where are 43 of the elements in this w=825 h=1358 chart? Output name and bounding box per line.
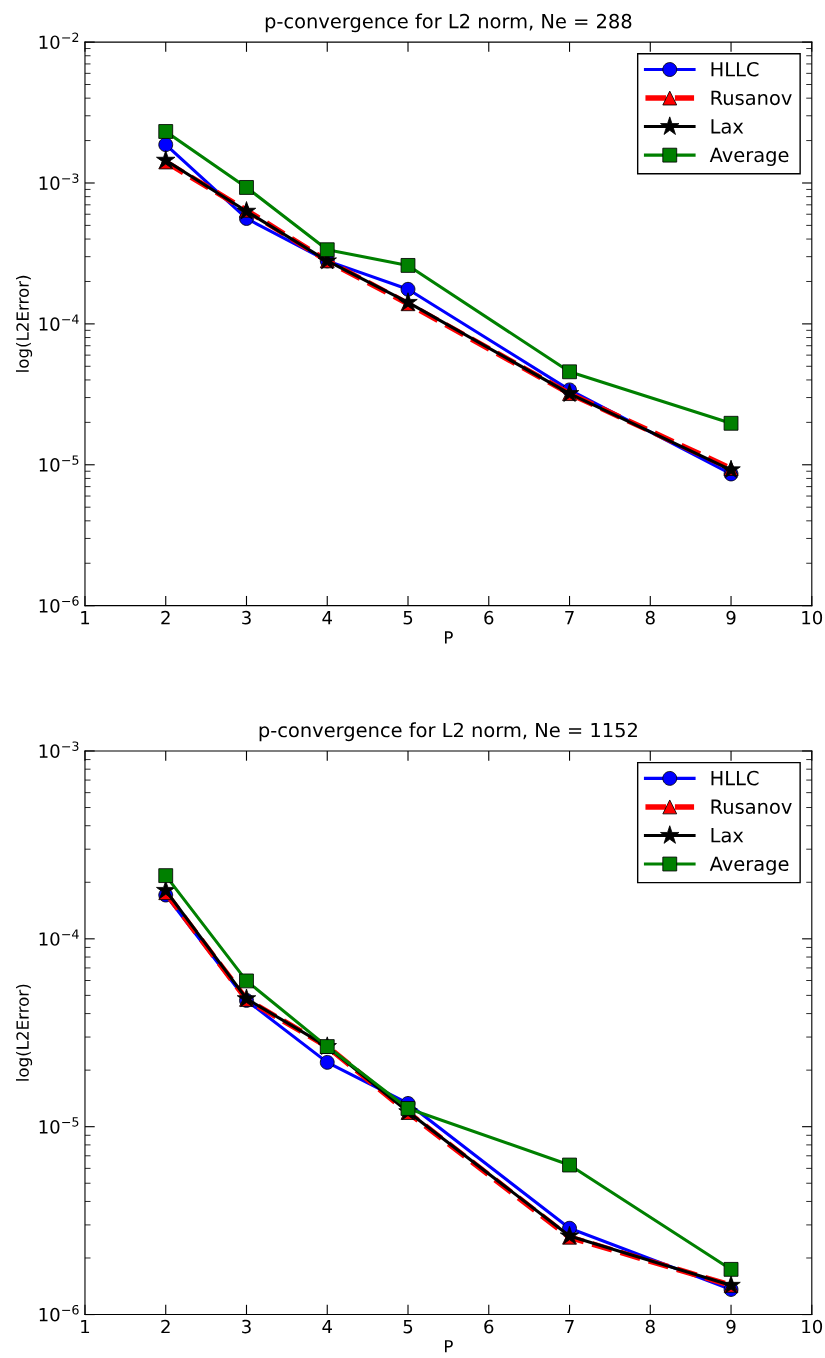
- x-axis-title: P: [445, 1340, 453, 1353]
- y-tick-label: 10$^{−6}$: [39, 596, 79, 613]
- x-tick-label: 2: [161, 1319, 170, 1334]
- chart-title: p-convergence for L2 norm, Ne = 288: [265, 13, 632, 33]
- x-tick-label: 10: [802, 1319, 823, 1334]
- x-tick-label: 6: [484, 1319, 494, 1334]
- x-tick-label: 1: [81, 1319, 90, 1334]
- x-tick-label: 7: [565, 1319, 574, 1334]
- y-tick-label: 10$^{−4}$: [39, 929, 79, 946]
- y-tick-label: 10$^{−4}$: [39, 314, 79, 331]
- y-tick-label: 10$^{−5}$: [39, 455, 79, 472]
- x-tick-label: 9: [726, 1319, 736, 1334]
- x-tick-label: 5: [403, 611, 413, 625]
- y-axis-title: log(L2Error): [16, 984, 33, 1081]
- legend-label: Average: [709, 147, 789, 166]
- chart-title: p-convergence for L2 norm, Ne = 1152: [259, 722, 637, 742]
- legend-label: Rusanov: [711, 90, 792, 106]
- legend-label: Lax: [711, 119, 744, 134]
- legend-label: Lax: [711, 828, 744, 843]
- x-tick-label: 5: [403, 1319, 413, 1334]
- legend-label: Average: [709, 856, 789, 875]
- y-tick-label: 10$^{−2}$: [39, 32, 79, 50]
- x-tick-label: 2: [161, 610, 170, 625]
- legend-label: HLLC: [711, 770, 759, 786]
- legend-label: HLLC: [711, 61, 759, 77]
- x-tick-label: 9: [726, 610, 736, 625]
- x-tick-label: 8: [645, 610, 655, 625]
- y-tick-label: 10$^{−6}$: [39, 1304, 79, 1322]
- x-tick-label: 1: [81, 611, 90, 625]
- legend-label: Rusanov: [711, 799, 792, 815]
- x-axis-title: P: [445, 631, 453, 644]
- x-tick-label: 4: [322, 611, 332, 625]
- y-axis-title: log(L2Error): [16, 275, 33, 372]
- x-tick-label: 7: [565, 611, 574, 625]
- x-tick-label: 3: [242, 610, 251, 625]
- x-tick-label: 6: [484, 610, 494, 625]
- y-tick-label: 10$^{−3}$: [39, 173, 79, 190]
- y-tick-label: 10$^{−5}$: [39, 1117, 79, 1134]
- x-tick-label: 3: [242, 1319, 251, 1334]
- x-tick-label: 10: [802, 610, 823, 625]
- x-tick-label: 4: [322, 1319, 332, 1334]
- y-tick-label: 10$^{−3}$: [39, 741, 79, 758]
- x-tick-label: 8: [645, 1319, 655, 1334]
